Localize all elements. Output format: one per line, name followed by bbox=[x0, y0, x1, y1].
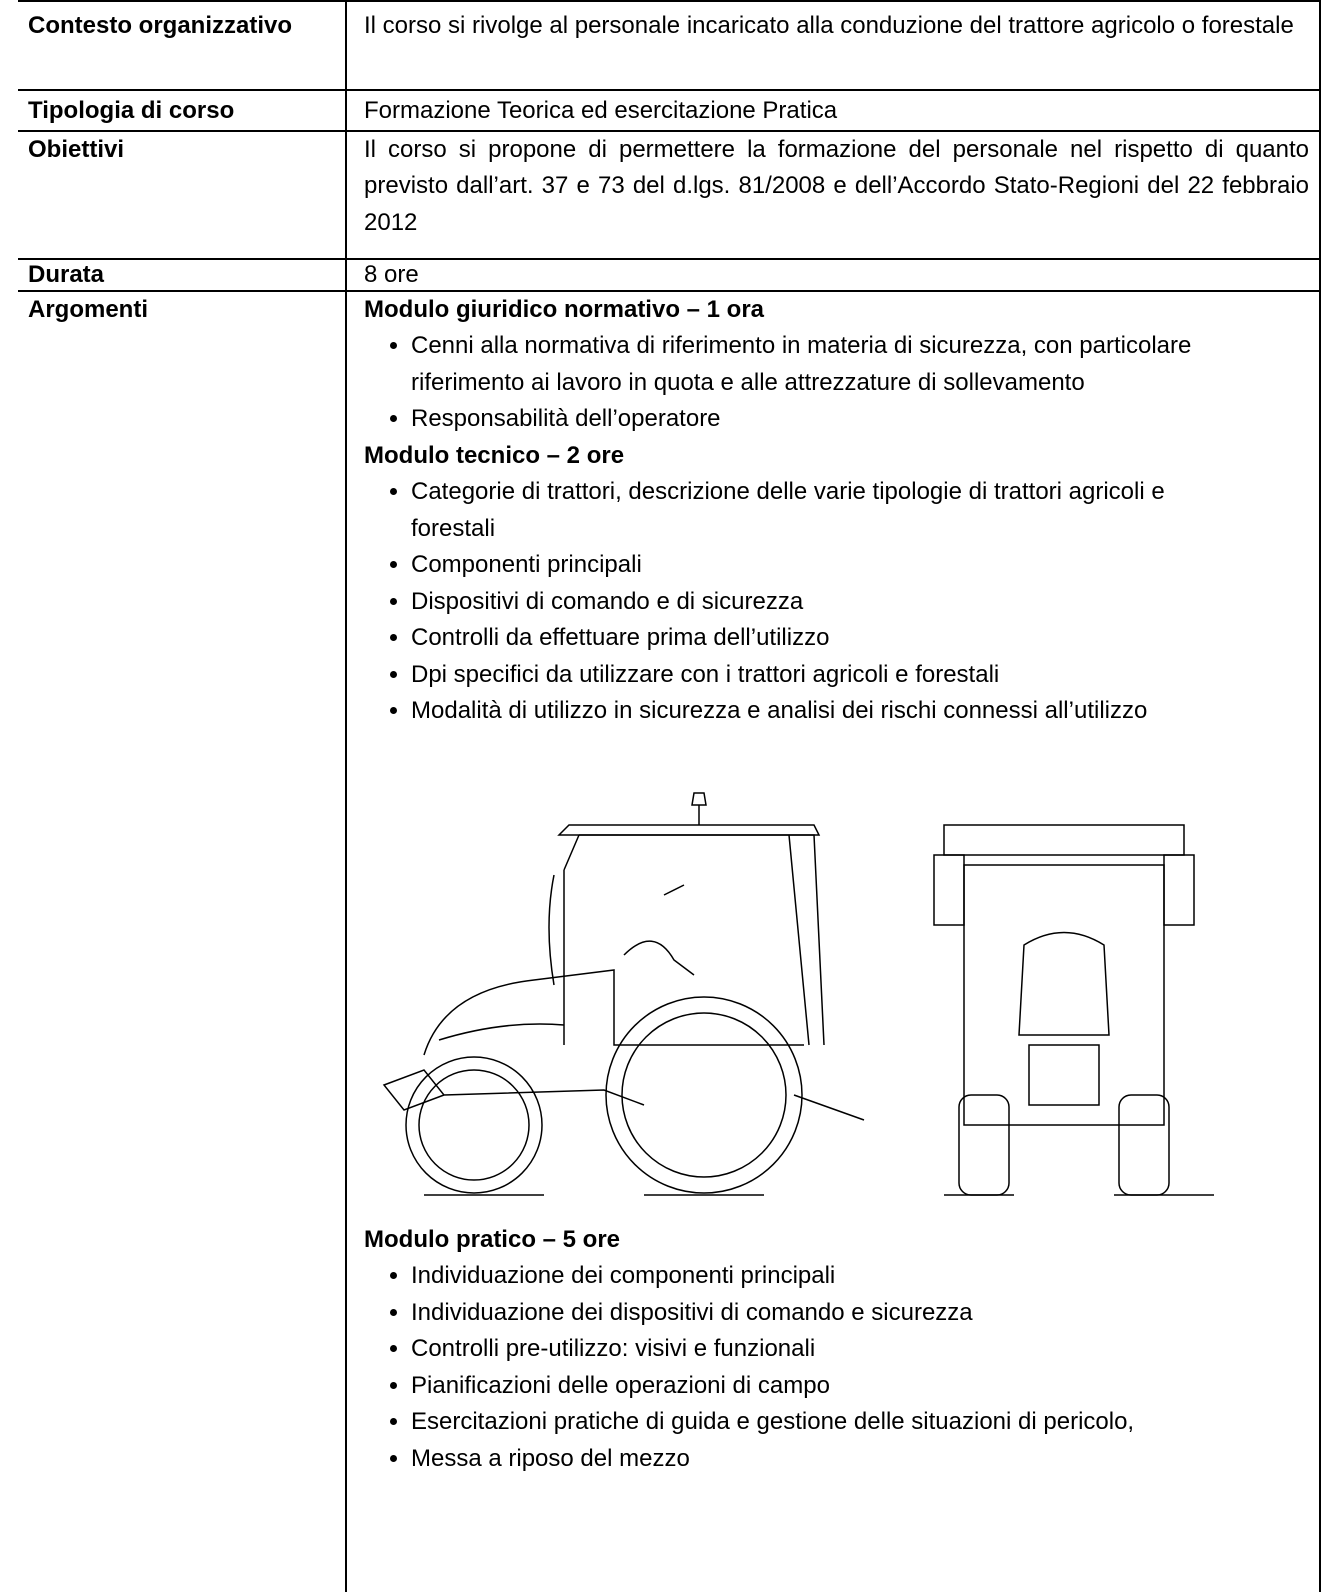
tractor-drawing bbox=[382, 791, 1214, 1196]
module-title: Modulo pratico – 5 ore bbox=[364, 1225, 621, 1253]
row-label: Durata bbox=[18, 257, 346, 291]
module-item: Componenti principali bbox=[411, 547, 1249, 584]
course-table: Contesto organizzativo Il corso si rivolg… bbox=[18, 0, 1321, 1592]
row: Argomenti Modulo giuridico normativo – 1… bbox=[18, 289, 1321, 1592]
row-text: 8 ore bbox=[345, 257, 1321, 291]
row-label: Tipologia di corso bbox=[18, 89, 346, 131]
row: Tipologia di corso Formazione Teorica ed … bbox=[18, 89, 1321, 131]
module-list: Categorie di trattori, descrizione delle… bbox=[364, 474, 1309, 730]
module-item: Categorie di trattori, descrizione delle… bbox=[411, 474, 1249, 547]
row: Obiettivi Il corso si propone di permette… bbox=[18, 129, 1321, 259]
row-label: Argomenti bbox=[18, 289, 346, 1592]
module-list: Individuazione dei componenti principali… bbox=[364, 1258, 1309, 1477]
row-label: Obiettivi bbox=[18, 129, 346, 259]
module-title: Modulo giuridico normativo – 1 ora bbox=[364, 295, 765, 323]
module-item: Controlli da effettuare prima dell’utili… bbox=[411, 620, 1249, 657]
tractor-figure bbox=[364, 730, 1309, 1222]
row: Contesto organizzativo Il corso si rivolg… bbox=[18, 0, 1321, 90]
page: Contesto organizzativo Il corso si rivolg… bbox=[0, 0, 1328, 1546]
module-item: Messa a riposo del mezzo bbox=[411, 1441, 1249, 1478]
row: Durata 8 ore bbox=[18, 257, 1321, 291]
row-text: Il corso si propone di permettere la for… bbox=[345, 129, 1321, 259]
row-label: Contesto organizzativo bbox=[18, 0, 346, 90]
module-item: Modalità di utilizzo in sicurezza e anal… bbox=[411, 693, 1249, 730]
module-item: Individuazione dei dispositivi di comand… bbox=[411, 1295, 1249, 1332]
module-item: Esercitazioni pratiche di guida e gestio… bbox=[411, 1404, 1249, 1441]
module-item: Controlli pre-utilizzo: visivi e funzion… bbox=[411, 1331, 1249, 1368]
module-title: Modulo tecnico – 2 ore bbox=[364, 441, 625, 469]
module-item: Dispositivi di comando e di sicurezza bbox=[411, 584, 1249, 621]
row-text: Il corso si rivolge al personale incaric… bbox=[345, 0, 1321, 90]
module-item: Cenni alla normativa di riferimento in m… bbox=[411, 328, 1249, 401]
module-item: Pianificazioni delle operazioni di campo bbox=[411, 1368, 1249, 1405]
row-text: Formazione Teorica ed esercitazione Prat… bbox=[345, 89, 1321, 131]
topics-cell: Modulo giuridico normativo – 1 ora Cenni … bbox=[345, 289, 1321, 1592]
module-item: Responsabilità dell’operatore bbox=[411, 401, 1249, 438]
module-item: Individuazione dei componenti principali bbox=[411, 1258, 1249, 1295]
module-list: Cenni alla normativa di riferimento in m… bbox=[364, 328, 1309, 438]
module-item: Dpi specifici da utilizzare con i tratto… bbox=[411, 657, 1249, 694]
